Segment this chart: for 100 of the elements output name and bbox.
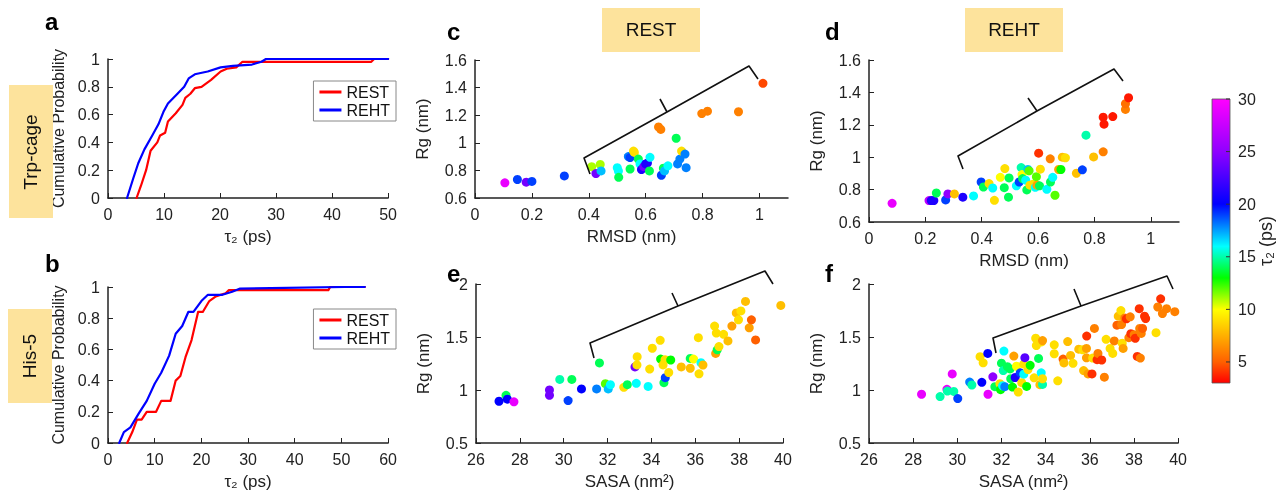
y-tick-label: 1 xyxy=(459,381,469,399)
color-bar-title: τ₂ (ps) xyxy=(1256,215,1276,267)
y-tick-label: 2 xyxy=(852,275,862,293)
point xyxy=(758,78,768,88)
y-tick-label: 0.5 xyxy=(445,434,469,452)
point xyxy=(995,172,1005,182)
point xyxy=(614,172,624,182)
point xyxy=(1000,164,1010,174)
point xyxy=(1042,184,1052,194)
point xyxy=(702,106,712,116)
point xyxy=(693,333,703,343)
point xyxy=(734,107,743,117)
point xyxy=(647,343,657,353)
point xyxy=(559,171,569,181)
point xyxy=(596,166,606,176)
x-tick-label: 0.4 xyxy=(970,229,993,247)
y-tick-label: 0.4 xyxy=(77,133,101,151)
y-tick-label: 1.5 xyxy=(838,328,862,346)
x-tick-label: 26 xyxy=(860,450,878,468)
point xyxy=(1124,93,1134,103)
point xyxy=(500,178,510,188)
text: Trp-cage xyxy=(20,113,42,190)
text: REST xyxy=(625,19,677,41)
point xyxy=(1034,148,1044,158)
point xyxy=(645,152,655,162)
y-tick-label: 0.6 xyxy=(444,189,468,207)
point xyxy=(1031,172,1041,182)
color-bar-label: 10 xyxy=(1238,300,1256,318)
y-tick-label: 1 xyxy=(91,278,101,296)
x-tick-label: 40 xyxy=(285,450,304,468)
y-tick-label: 0.8 xyxy=(838,181,862,199)
x-tick-label: 0.2 xyxy=(914,229,937,247)
x-axis-title: SASA (nm²) xyxy=(584,472,675,491)
y-tick-label: 1 xyxy=(91,50,101,68)
x-tick-label: 0.4 xyxy=(577,205,601,223)
point xyxy=(663,161,673,171)
y-axis-title: Rg (nm) xyxy=(414,332,433,395)
point xyxy=(494,396,504,406)
point xyxy=(1004,173,1014,183)
chart-title: d xyxy=(825,17,840,45)
point xyxy=(664,368,674,378)
point xyxy=(631,378,641,388)
chart-title: f xyxy=(825,259,834,287)
y-tick-label: 1 xyxy=(458,134,468,152)
point xyxy=(655,335,665,345)
point xyxy=(555,374,565,384)
point xyxy=(643,381,653,391)
point xyxy=(512,175,522,185)
point xyxy=(969,191,979,201)
color-bar-label: 15 xyxy=(1238,248,1256,266)
x-tick-label: 26 xyxy=(467,450,485,468)
point xyxy=(1108,112,1118,122)
text: His-5 xyxy=(19,333,41,379)
x-tick-label: 36 xyxy=(686,450,705,468)
point xyxy=(719,329,729,339)
x-axis-title: RMSD (nm) xyxy=(586,227,677,246)
legend-label: REHT xyxy=(346,329,391,347)
point xyxy=(744,323,754,333)
x-tick-label: 0 xyxy=(864,229,874,247)
point xyxy=(1081,130,1091,140)
chart-title: a xyxy=(45,7,59,35)
x-tick-label: 1 xyxy=(755,205,765,223)
point xyxy=(587,162,597,172)
y-tick-label: 1.2 xyxy=(838,116,862,134)
x-axis-title: RMSD (nm) xyxy=(979,251,1069,270)
point xyxy=(576,384,586,394)
point xyxy=(563,396,573,406)
y-tick-label: 0.2 xyxy=(77,403,101,421)
point xyxy=(689,354,699,364)
y-axis-title: Cumulative Probability xyxy=(49,48,67,209)
x-tick-label: 40 xyxy=(1169,450,1188,468)
x-tick-label: 40 xyxy=(774,450,792,468)
point xyxy=(949,189,959,199)
x-tick-label: 28 xyxy=(904,450,923,468)
point xyxy=(988,183,998,193)
y-tick-label: 1.6 xyxy=(838,51,862,69)
point xyxy=(594,358,604,368)
x-tick-label: 20 xyxy=(192,450,211,468)
point xyxy=(931,188,941,198)
x-tick-label: 0 xyxy=(103,450,113,468)
y-tick-label: 1.6 xyxy=(444,51,468,69)
y-tick-label: 1.2 xyxy=(444,106,468,124)
y-tick-label: 0.6 xyxy=(77,106,101,124)
x-axis-title: SASA (nm²) xyxy=(978,472,1069,491)
x-tick-label: 30 xyxy=(554,450,573,468)
point xyxy=(625,164,635,174)
x-tick-label: 50 xyxy=(379,205,398,223)
point xyxy=(685,363,695,373)
y-tick-label: 0.8 xyxy=(77,78,101,96)
point xyxy=(605,380,615,390)
y-tick-label: 0 xyxy=(91,189,101,207)
chart-title: c xyxy=(447,17,461,45)
x-axis-title: τ₂ (ps) xyxy=(224,227,272,246)
color-bar-label: 5 xyxy=(1238,353,1247,371)
chart-title: b xyxy=(45,249,60,277)
point xyxy=(676,362,686,372)
y-axis-title: Rg (nm) xyxy=(807,332,826,395)
y-tick-label: 0.2 xyxy=(77,161,101,179)
x-tick-label: 0 xyxy=(103,205,113,223)
x-tick-label: 50 xyxy=(332,450,351,468)
